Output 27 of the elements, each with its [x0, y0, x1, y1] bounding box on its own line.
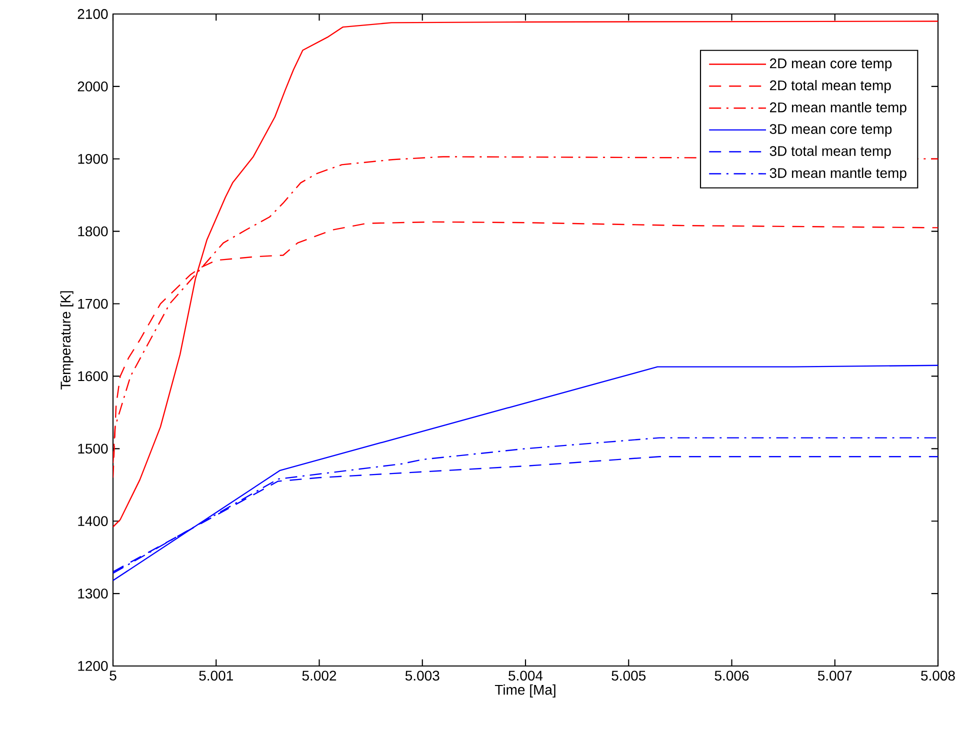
- y-tick-label: 1700: [78, 298, 108, 309]
- y-tick-label: 1800: [78, 226, 108, 236]
- legend-label: 2D mean mantle temp: [770, 102, 906, 116]
- x-tick-label: 5.006: [714, 670, 749, 681]
- y-tick-label: 1900: [78, 154, 108, 164]
- x-tick-label: 5.002: [302, 670, 336, 681]
- legend-label: 2D total mean temp: [770, 80, 891, 94]
- legend-label: 3D mean mantle temp: [770, 168, 906, 181]
- x-tick-label: 5.001: [199, 670, 233, 681]
- y-tick-label: 2000: [78, 82, 108, 92]
- y-tick-label: 1400: [78, 516, 108, 526]
- y-axis-title: Temperature [K]: [60, 291, 74, 390]
- x-tick-label: 5.008: [921, 670, 955, 681]
- x-tick-label: 5: [110, 670, 116, 680]
- x-tick-label: 5.005: [612, 670, 646, 681]
- x-tick-label: 5.007: [818, 670, 852, 681]
- legend-label: 2D mean core temp: [770, 58, 892, 72]
- y-tick-label: 1600: [78, 371, 108, 382]
- y-tick-label: 2100: [78, 9, 108, 19]
- x-axis-title: Time [Ma]: [494, 684, 556, 698]
- y-tick-label: 1200: [78, 661, 108, 671]
- legend-label: 3D mean core temp: [770, 124, 892, 137]
- legend-label: 3D total mean temp: [770, 146, 891, 159]
- y-tick-label: 1500: [78, 444, 108, 454]
- y-tick-label: 1300: [78, 588, 108, 599]
- x-tick-label: 5.004: [508, 670, 543, 681]
- x-tick-label: 5.003: [405, 670, 440, 681]
